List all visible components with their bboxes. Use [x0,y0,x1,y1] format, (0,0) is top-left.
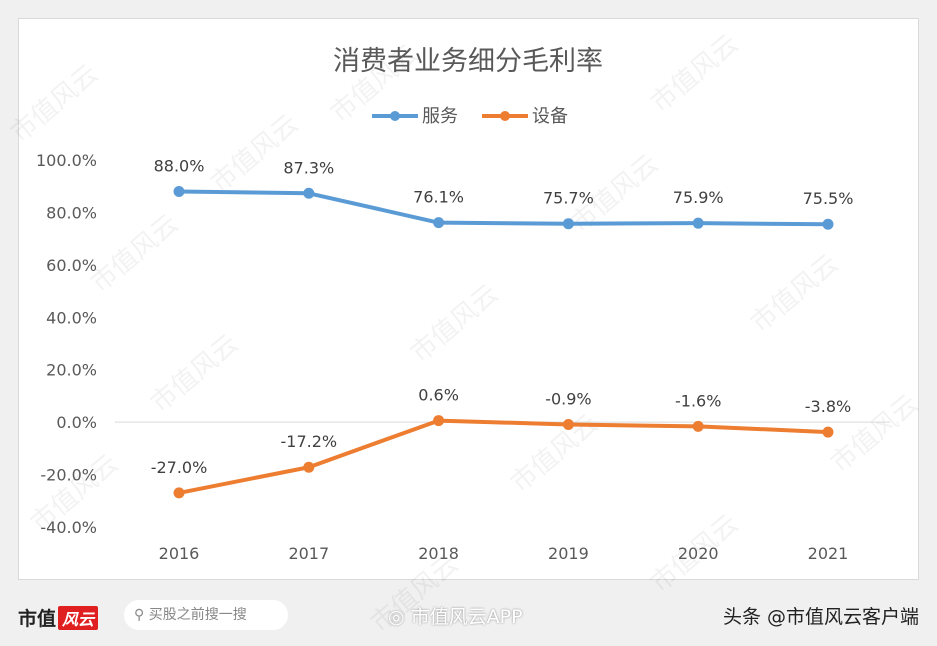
chart-title: 消费者业务细分毛利率 [333,46,603,77]
legend-label: 设备 [532,106,568,127]
logo-text: 市值 [18,608,57,630]
data-label: 76.1% [413,188,464,207]
data-label: -0.9% [545,390,591,409]
x-tick-label: 2019 [548,544,589,563]
search-box[interactable]: ⚲ 买股之前搜一搜 [124,600,288,630]
data-point [173,185,185,197]
x-tick-label: 2021 [808,544,849,563]
watermark-text: 市值风云 [645,29,744,119]
watermark-text: 市值风云 [5,59,104,149]
data-point [822,218,834,230]
data-point [562,218,574,230]
y-tick-label: -40.0% [40,518,97,537]
weibo-icon: ◎ [388,606,411,628]
data-point [692,217,704,229]
y-tick-label: 20.0% [46,361,97,380]
weibo-text: 市值风云APP [410,606,523,628]
x-tick-label: 2017 [288,544,329,563]
legend-label: 服务 [422,106,458,127]
data-point [303,187,315,199]
watermark-text: 市值风云 [205,109,304,199]
data-label: 75.5% [803,189,854,208]
weibo-watermark: ◎ 市值风云APP [388,602,523,629]
search-icon: ⚲ [134,607,149,623]
data-label: 87.3% [283,158,334,177]
toutiao-credit: 头条 @市值风云客户端 [722,606,919,628]
data-label: -27.0% [151,458,208,477]
chart-card [18,18,919,580]
brand-logo[interactable]: 市值 风云 [18,604,99,631]
data-point [433,415,445,427]
data-point [562,419,574,431]
logo-badge: 风云 [58,606,99,630]
watermark-text: 市值风云 [745,249,844,339]
data-label: 75.7% [543,189,594,208]
x-tick-label: 2018 [418,544,459,563]
data-point [822,426,834,438]
data-point [433,217,445,229]
data-label: -1.6% [675,391,721,410]
legend-marker-服务 [390,111,400,121]
data-point [303,461,315,473]
data-point [692,420,704,432]
data-label: -3.8% [805,397,851,416]
data-point [173,487,185,499]
y-tick-label: 100.0% [36,151,97,170]
y-tick-label: 0.0% [56,413,97,432]
legend-marker-设备 [500,111,510,121]
search-placeholder: 买股之前搜一搜 [148,607,247,623]
watermark-text: 市值风云 [405,279,504,369]
x-tick-label: 2020 [678,544,719,563]
watermark-text: 市值风云 [85,209,184,299]
footer: 市值 风云 ⚲ 买股之前搜一搜 ◎ 市值风云APP 头条 @市值风云客户端 [0,588,937,646]
series-line-服务 [178,189,829,227]
y-tick-label: 40.0% [46,308,97,327]
series-line-设备 [178,418,829,495]
watermark-text: 市值风云 [145,329,244,419]
data-label: 75.9% [673,188,724,207]
y-tick-label: 60.0% [46,256,97,275]
data-label: 88.0% [154,156,205,175]
x-tick-label: 2016 [159,544,200,563]
data-label: 0.6% [418,386,459,405]
data-label: -17.2% [280,432,337,451]
y-tick-label: -20.0% [40,466,97,485]
y-tick-label: 80.0% [46,203,97,222]
